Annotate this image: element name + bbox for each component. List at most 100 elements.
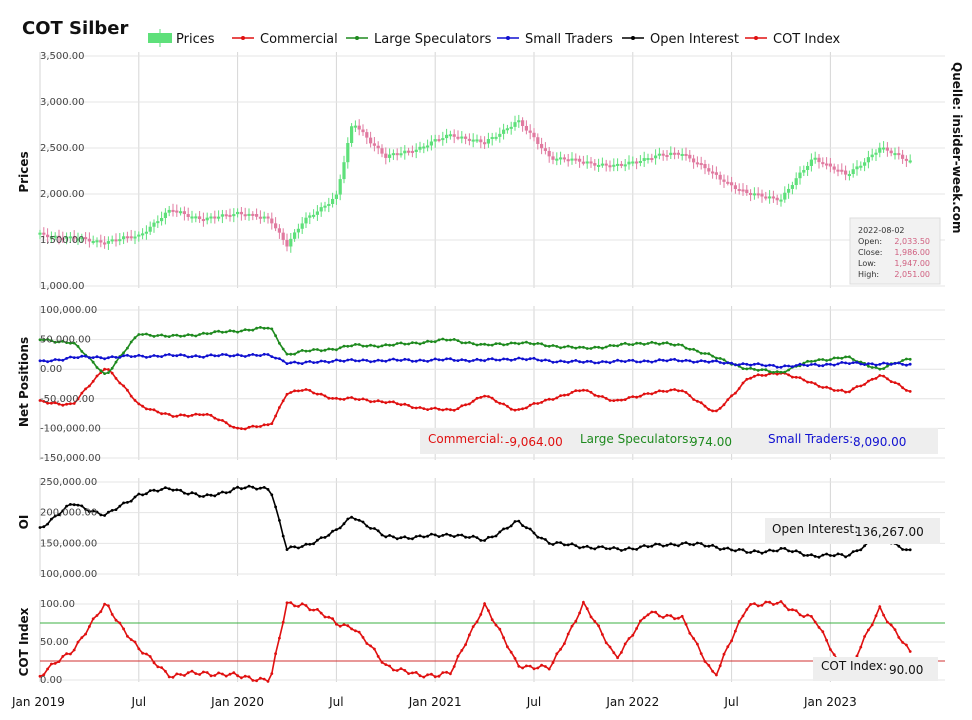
cot-index-point [532,667,536,671]
price-candle [213,216,217,219]
cot-index-point [867,628,870,632]
cot-index-point [730,639,733,643]
price-candle [615,163,620,166]
price-candle [133,236,137,239]
small-traders-point [696,360,699,364]
large-speculators-point [323,348,327,352]
open-interest-point [483,539,486,542]
large-speculators-point [601,346,604,350]
commercial-point [171,415,175,418]
small-traders-point [38,359,42,363]
cot-index-point [772,603,775,606]
large-speculators-point [274,334,277,338]
price-candle [224,214,228,217]
commercial-point [76,397,80,401]
commercial-point [582,388,585,392]
cot-index-point [737,620,741,623]
cot-index-point [528,664,532,668]
commercial-point [840,388,844,392]
large-speculators-point [870,366,874,369]
y-tick-label: 50.00 [40,637,69,648]
cot-index-point [338,624,342,628]
cot-index-point [281,620,285,624]
small-traders-point [475,357,479,361]
price-candle [543,148,547,151]
open-interest-point [449,534,452,537]
large-speculators-point [901,359,904,362]
cot-index-point [69,652,72,656]
cot-index-point [768,600,771,604]
commercial-point [506,404,509,408]
large-speculators-point [376,345,380,349]
commercial-point [388,400,391,404]
cot-index-point [95,614,99,617]
commercial-point [601,395,604,398]
commercial-point [893,381,897,384]
cot-index-point [289,601,293,604]
commercial-point [380,400,384,404]
price-candle [137,234,141,237]
small-traders-point [224,353,228,356]
price-candle [904,158,908,161]
commercial-point [608,399,612,402]
open-interest-point [813,555,817,558]
price-candle [349,126,354,144]
small-traders-point [532,356,536,360]
commercial-point [361,397,365,401]
cot-index-point [688,631,692,635]
cot-index-point [756,604,760,608]
open-interest-point [342,522,346,526]
cot-index-point [243,674,247,678]
price-candle [581,161,585,164]
small-traders-point [53,358,57,361]
open-interest-point [414,535,418,538]
open-interest-point [266,488,270,491]
open-interest-point [745,551,749,554]
small-traders-point [555,360,559,364]
open-interest-point [418,534,422,538]
commercial-point [456,407,460,410]
commercial-point [433,406,437,410]
small-traders-point [608,361,612,365]
price-candle [182,211,186,215]
open-interest-point [300,545,304,548]
large-speculators-point [699,351,703,355]
chart-title: COT Silber [22,18,128,39]
small-traders-point [373,359,376,363]
price-candle [83,237,88,240]
cot-index-point [316,608,319,611]
price-candle [342,162,346,180]
open-interest-point [304,542,308,546]
price-candle [152,222,156,227]
cot-index-point [183,674,186,677]
price-candle [91,240,95,243]
price-tooltip: 2022-08-02 Open: 2,033.50 Close: 1,986.0… [849,217,941,285]
large-speculators-point [779,370,783,374]
large-speculators-point [331,347,334,351]
large-speculators-point [319,349,323,353]
open-interest-point [829,554,832,557]
cot-readout-box [813,657,938,681]
large-speculators-point [224,330,228,334]
commercial-point [205,412,209,416]
large-speculators-point [414,341,418,345]
x-tick-label: Jan 2019 [11,695,65,709]
small-traders-point [859,362,863,366]
commercial-point [734,391,737,395]
x-tick-label: Jul [526,695,541,709]
small-traders-point [783,364,787,368]
commercial-point [175,414,179,418]
large-speculators-point [430,340,433,343]
small-traders-point [684,358,688,362]
cot-index-point [574,619,578,623]
price-candle [87,238,91,242]
small-traders-point [145,356,148,359]
open-interest-point [289,545,293,549]
small-traders-point [745,362,749,366]
commercial-point [787,373,790,377]
large-speculators-point [506,343,509,346]
cot-index-point [312,608,315,612]
commercial-point [844,390,847,394]
open-interest-point [445,532,448,536]
tooltip-close-value: 1,986.00 [894,248,930,257]
